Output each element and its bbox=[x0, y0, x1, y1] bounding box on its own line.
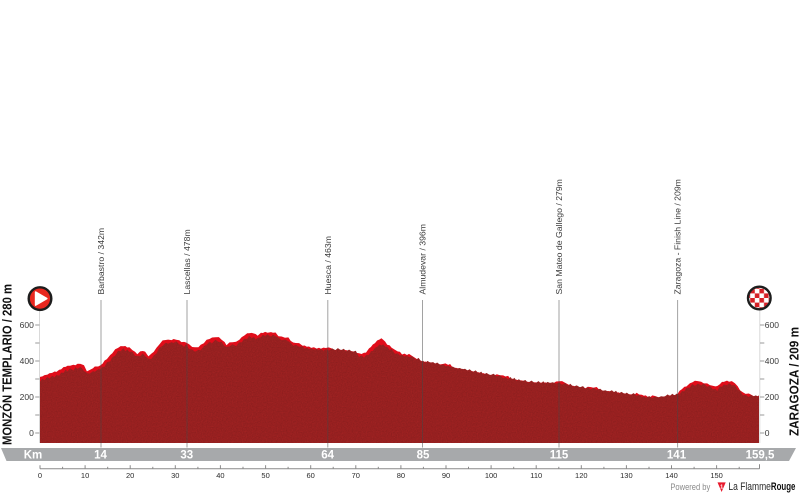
svg-text:80: 80 bbox=[397, 471, 405, 480]
svg-text:150: 150 bbox=[710, 471, 723, 480]
svg-text:Rouge: Rouge bbox=[771, 481, 796, 493]
svg-text:30: 30 bbox=[171, 471, 179, 480]
svg-text:San Mateo de Gallego / 279m: San Mateo de Gallego / 279m bbox=[554, 179, 564, 294]
svg-text:Km: Km bbox=[24, 450, 43, 462]
svg-text:85: 85 bbox=[417, 450, 430, 462]
svg-text:100: 100 bbox=[485, 471, 498, 480]
svg-text:0: 0 bbox=[38, 471, 42, 480]
svg-text:120: 120 bbox=[575, 471, 588, 480]
svg-text:50: 50 bbox=[261, 471, 269, 480]
svg-text:200: 200 bbox=[20, 392, 34, 402]
svg-text:Huesca / 463m: Huesca / 463m bbox=[323, 236, 333, 294]
svg-text:33: 33 bbox=[180, 450, 193, 462]
svg-text:200: 200 bbox=[765, 392, 779, 402]
svg-text:600: 600 bbox=[20, 320, 34, 330]
svg-text:Powered by: Powered by bbox=[670, 482, 710, 493]
svg-text:ZARAGOZA / 209 m: ZARAGOZA / 209 m bbox=[787, 327, 800, 436]
svg-text:La Flamme: La Flamme bbox=[728, 481, 771, 493]
svg-text:Zaragoza - Finish Line / 209m: Zaragoza - Finish Line / 209m bbox=[673, 179, 683, 294]
svg-text:0: 0 bbox=[765, 428, 770, 438]
svg-text:1: 1 bbox=[720, 484, 723, 490]
svg-text:64: 64 bbox=[321, 450, 334, 462]
svg-text:90: 90 bbox=[442, 471, 450, 480]
svg-text:400: 400 bbox=[765, 356, 779, 366]
svg-text:130: 130 bbox=[620, 471, 633, 480]
svg-text:Barbastro / 342m: Barbastro / 342m bbox=[96, 228, 106, 295]
svg-text:10: 10 bbox=[81, 471, 89, 480]
svg-text:140: 140 bbox=[665, 471, 678, 480]
svg-text:0: 0 bbox=[29, 428, 34, 438]
svg-text:400: 400 bbox=[20, 356, 34, 366]
svg-text:60: 60 bbox=[307, 471, 315, 480]
svg-text:Lascellas / 478m: Lascellas / 478m bbox=[182, 229, 192, 294]
svg-text:20: 20 bbox=[126, 471, 134, 480]
svg-text:141: 141 bbox=[667, 450, 687, 462]
svg-text:159,5: 159,5 bbox=[746, 450, 775, 462]
svg-text:600: 600 bbox=[765, 320, 779, 330]
svg-text:14: 14 bbox=[94, 450, 107, 462]
svg-text:40: 40 bbox=[216, 471, 224, 480]
svg-text:70: 70 bbox=[352, 471, 360, 480]
svg-text:Almudevar / 396m: Almudevar / 396m bbox=[418, 224, 428, 295]
svg-text:MONZÓN TEMPLARIO / 280 m: MONZÓN TEMPLARIO / 280 m bbox=[0, 284, 15, 445]
svg-text:110: 110 bbox=[530, 471, 542, 480]
svg-text:115: 115 bbox=[550, 450, 569, 462]
